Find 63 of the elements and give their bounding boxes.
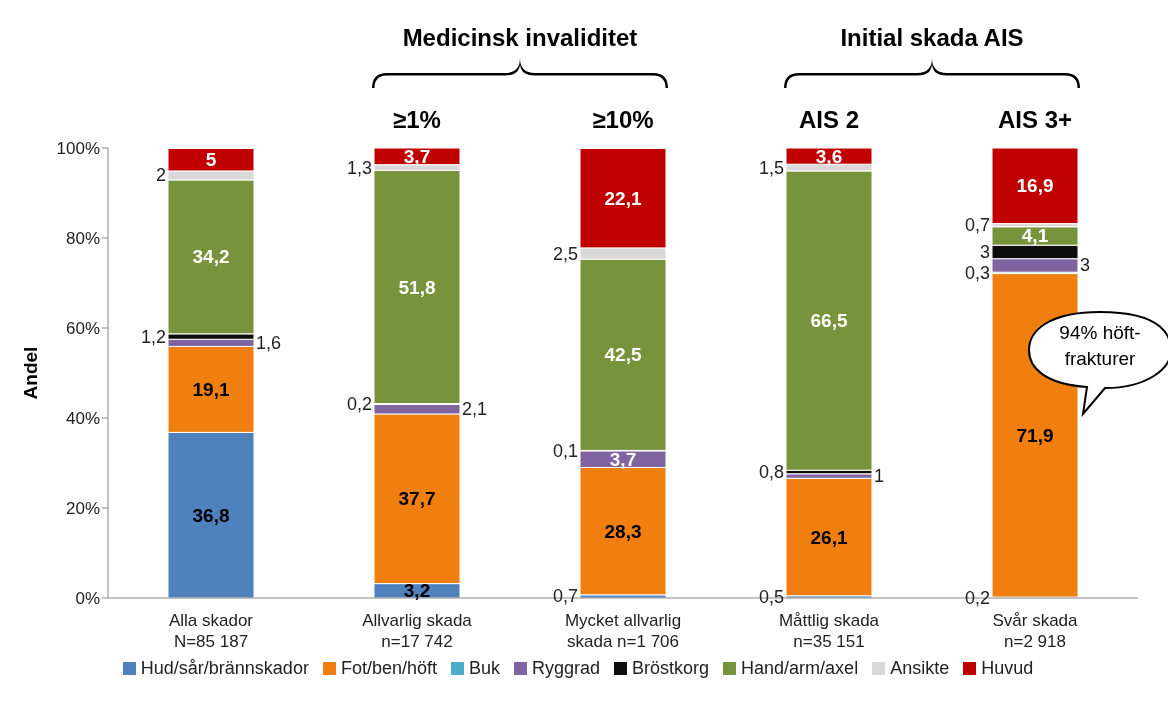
data-label: 22,1 <box>604 187 642 209</box>
data-label: 1,5 <box>758 157 784 178</box>
data-label: 3,7 <box>403 145 431 167</box>
data-label: 3 <box>979 241 990 262</box>
data-label: 16,9 <box>1016 175 1054 197</box>
data-label: 1,3 <box>346 157 372 178</box>
legend-label: Ryggrad <box>531 658 601 679</box>
x-tick-label: Mycket allvarlig skada n=1 706 <box>564 611 682 651</box>
x-tick-label: Allvarlig skada n=17 742 <box>362 611 473 651</box>
data-label: 3,7 <box>609 448 637 470</box>
x-tick-label: Svår skada n=2 918 <box>992 611 1079 651</box>
data-label: 2 <box>155 165 166 186</box>
data-label: 19,1 <box>192 378 230 400</box>
data-label: 0,2 <box>346 394 372 415</box>
legend-label: Hand/arm/axel <box>740 658 859 679</box>
data-label: 3,6 <box>815 145 843 167</box>
data-label: 0,3 <box>964 262 990 283</box>
text: Initial skada AIS <box>840 24 1024 51</box>
legend-label: Hud/sår/brännskador <box>139 658 309 679</box>
data-label: 0,5 <box>758 586 784 607</box>
text: AIS 3+ <box>997 106 1073 133</box>
y-axis-title: Andel <box>19 346 41 400</box>
text: AIS 2 <box>798 106 860 133</box>
text: ≥10% <box>592 106 654 133</box>
data-label: 0,1 <box>552 440 578 461</box>
data-label: 3 <box>1080 255 1091 276</box>
y-tick-label: 100% <box>56 139 100 159</box>
data-label: 34,2 <box>192 246 230 268</box>
text: ≥1% <box>393 106 441 133</box>
y-tick-label: 60% <box>65 319 100 339</box>
data-label: 0,8 <box>758 462 784 482</box>
legend-label: Ansikte <box>889 658 950 679</box>
data-label: 1,6 <box>256 332 282 353</box>
data-label: 37,7 <box>398 488 436 510</box>
data-label: 71,9 <box>1016 424 1054 446</box>
data-label: 5 <box>205 149 217 171</box>
y-tick-label: 0% <box>75 589 100 609</box>
annotation: 94% höft-frakturer <box>1058 321 1142 371</box>
legend-label: Bröstkorg <box>631 658 710 679</box>
data-label: 2,5 <box>552 243 578 264</box>
data-label: 66,5 <box>810 310 848 332</box>
data-label: 3,2 <box>403 580 431 602</box>
x-tick-label: Alla skador N=85 187 <box>168 611 254 651</box>
text: Medicinsk invaliditet <box>402 24 638 51</box>
legend-label: Fot/ben/höft <box>339 658 437 679</box>
data-label: 51,8 <box>398 276 436 298</box>
data-label: 1 <box>874 466 885 487</box>
legend-label: Huvud <box>980 658 1034 679</box>
data-label: 0,2 <box>964 587 990 608</box>
data-label: 36,8 <box>192 504 230 526</box>
y-tick-label: 80% <box>65 229 100 249</box>
x-tick-label: Måttlig skada n=35 151 <box>778 611 880 651</box>
data-label: 28,3 <box>604 520 642 542</box>
data-label: 0,7 <box>552 586 578 607</box>
y-tick-label: 40% <box>65 409 100 429</box>
y-tick-label: 20% <box>65 499 100 519</box>
data-label: 42,5 <box>604 344 642 366</box>
legend-label: Buk <box>467 658 500 679</box>
data-label: 0,7 <box>964 215 990 236</box>
data-label: 2,1 <box>462 399 488 420</box>
data-label: 26,1 <box>810 526 848 548</box>
data-label: 4,1 <box>1021 225 1049 247</box>
data-label: 1,2 <box>140 326 166 347</box>
